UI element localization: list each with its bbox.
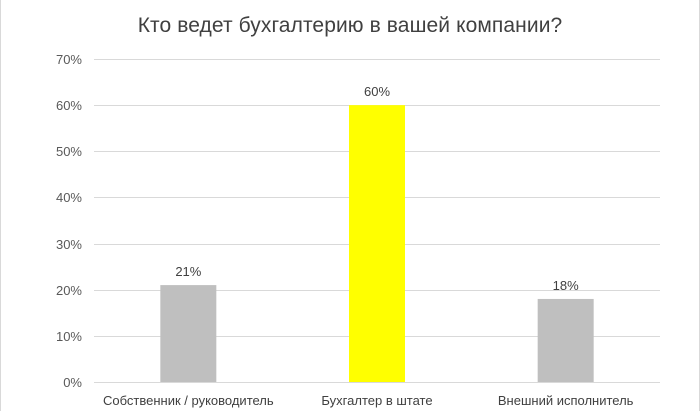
x-category-label: Бухгалтер в штате xyxy=(321,393,432,408)
bar xyxy=(160,285,217,382)
x-category-label: Внешний исполнитель xyxy=(498,393,634,408)
bars xyxy=(160,105,594,383)
data-label: 18% xyxy=(553,278,579,293)
chart-title: Кто ведет бухгалтерию в вашей компании? xyxy=(137,14,563,37)
category-labels: Собственник / руководитель Бухгалтер в шт… xyxy=(103,393,634,408)
x-category-label: Собственник / руководитель xyxy=(103,393,274,408)
y-tick-label: 60% xyxy=(56,98,82,113)
bar xyxy=(537,298,594,382)
y-tick-label: 20% xyxy=(56,283,82,298)
data-label: 21% xyxy=(175,264,201,279)
data-label: 60% xyxy=(364,84,390,99)
y-tick-label: 40% xyxy=(56,190,82,205)
y-tick-label: 50% xyxy=(56,144,82,159)
data-labels: 21% 60% 18% xyxy=(175,84,579,293)
bar xyxy=(349,105,405,383)
y-tick-label: 30% xyxy=(56,237,82,252)
y-tick-label: 70% xyxy=(56,52,82,67)
y-tick-label: 10% xyxy=(56,329,82,344)
y-tick-label: 0% xyxy=(63,375,82,390)
y-axis-tick-labels: 0% 10% 20% 30% 40% 50% 60% 70% xyxy=(56,52,82,390)
